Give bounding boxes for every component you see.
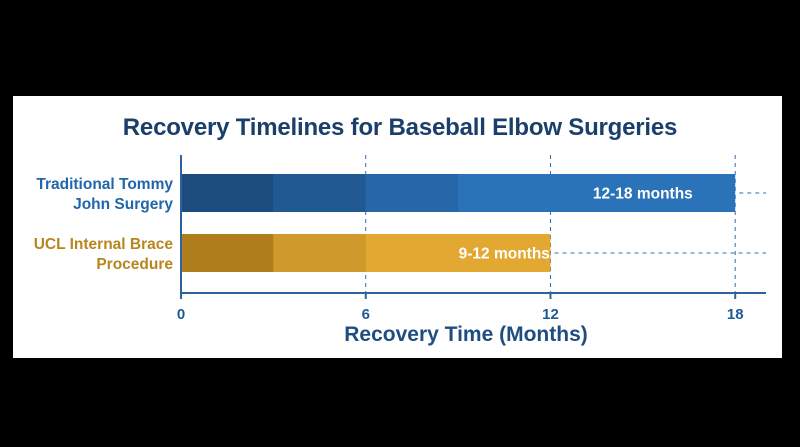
bar-0-shade-1 <box>273 174 366 212</box>
x-tick-label-12: 12 <box>542 306 559 323</box>
chart-card <box>13 96 782 358</box>
x-tick-label-6: 6 <box>362 306 370 323</box>
category-label-0-line-1: John Surgery <box>73 196 173 213</box>
bar-0-shade-0 <box>181 174 274 212</box>
data-label-1: 9-12 months <box>459 246 550 263</box>
category-label-1-line-1: Procedure <box>96 256 173 273</box>
bar-1-shade-1 <box>273 234 366 272</box>
category-label-0-line-0: Traditional Tommy <box>36 176 173 193</box>
x-axis-label: Recovery Time (Months) <box>344 323 588 346</box>
chart-title: Recovery Timelines for Baseball Elbow Su… <box>122 114 678 141</box>
x-tick-label-0: 0 <box>177 306 185 323</box>
bar-1-shade-0 <box>181 234 274 272</box>
category-label-1-line-0: UCL Internal Brace <box>34 236 174 253</box>
bar-0-shade-2 <box>365 174 459 212</box>
data-label-0: 12-18 months <box>593 186 693 203</box>
x-tick-label-18: 18 <box>727 306 744 323</box>
